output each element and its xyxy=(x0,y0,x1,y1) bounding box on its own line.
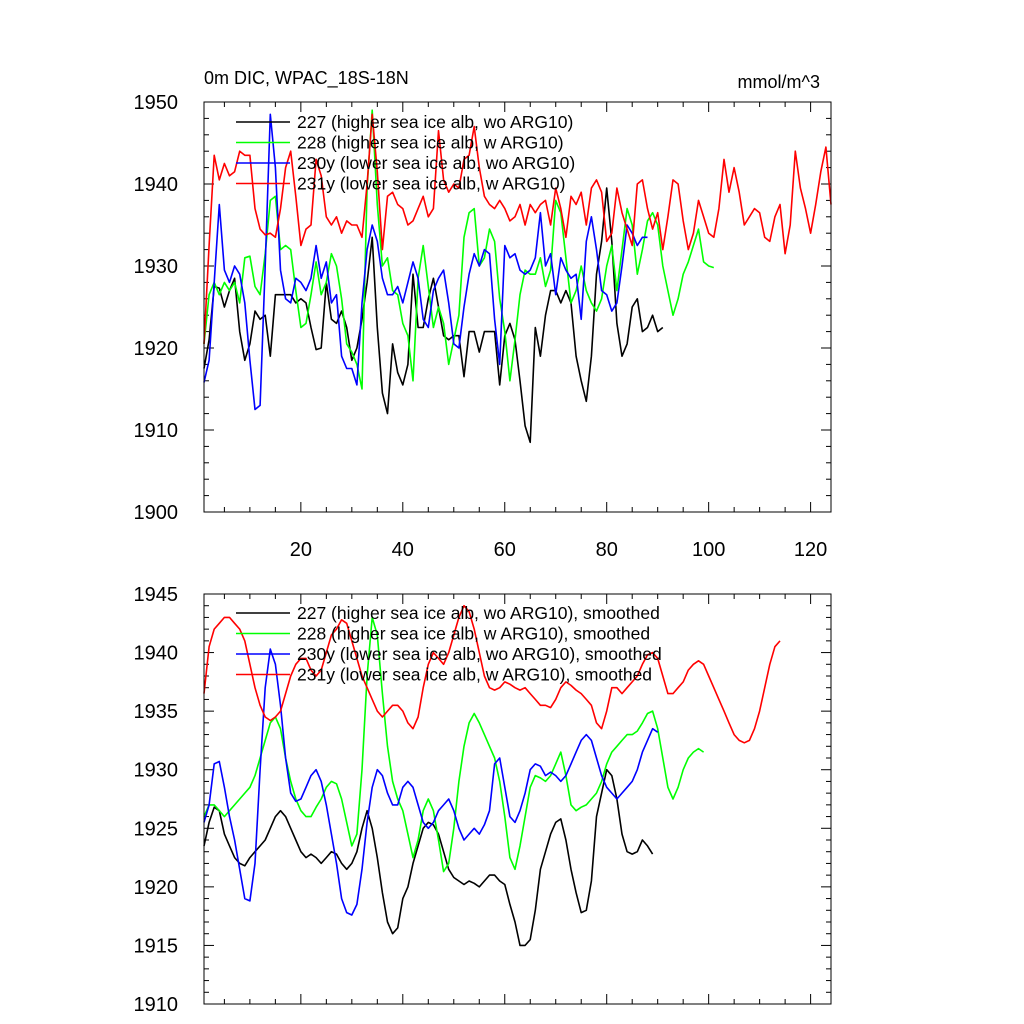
series-line-1 xyxy=(203,109,715,390)
y-tick-label: 1910 xyxy=(134,420,179,442)
y-tick-label: 1920 xyxy=(134,338,179,360)
y-tick-label: 1930 xyxy=(134,760,179,782)
y-tick-label: 1940 xyxy=(134,174,179,196)
series-line-2 xyxy=(203,648,659,916)
legend-label: 230y (lower sea ice alb, wo ARG10), smoo… xyxy=(297,644,662,664)
top-axes: 1900 1910 1920 1930 1940 1950 20 40 60 80 100 120 xyxy=(134,92,831,561)
y-tick-label: 1940 xyxy=(134,643,179,665)
y-tick-label: 1900 xyxy=(134,502,179,524)
y-tick-label: 1950 xyxy=(134,92,179,114)
y-tick-label: 1945 xyxy=(134,584,179,606)
legend-label: 228 (higher sea ice alb, w ARG10), smoot… xyxy=(297,624,650,644)
series-line-3 xyxy=(203,604,781,744)
legend-label: 227 (higher sea ice alb, wo ARG10) xyxy=(297,112,573,132)
chart-title: 0m DIC, WPAC_18S-18N xyxy=(204,68,409,89)
series-line-0 xyxy=(203,187,664,444)
x-tick-label: 20 xyxy=(290,539,312,561)
bottom-legend: 227 (higher sea ice alb, wo ARG10), smoo… xyxy=(236,603,662,685)
legend-label: 231y (lower sea ice alb, w ARG10) xyxy=(297,174,565,194)
top-legend: 227 (higher sea ice alb, wo ARG10)228 (h… xyxy=(236,112,575,194)
series-line-3 xyxy=(203,113,832,344)
x-tick-label: 60 xyxy=(494,539,516,561)
units-label: mmol/m^3 xyxy=(738,72,820,92)
top-plot-frame xyxy=(203,101,832,513)
legend-label: 231y (lower sea ice alb, w ARG10), smoot… xyxy=(297,665,652,685)
top-panel: 0m DIC, WPAC_18S-18N mmol/m^3 1900191019… xyxy=(134,68,832,561)
legend-label: 230y (lower sea ice alb, wo ARG10) xyxy=(297,153,575,173)
x-tick-label: 120 xyxy=(794,539,827,561)
bottom-axes: 1910 1915 1920 1925 1930 1935 1940 1945 xyxy=(134,584,831,1016)
x-tick-label: 80 xyxy=(596,539,618,561)
series-line-0 xyxy=(203,768,654,947)
bottom-plot-frame xyxy=(203,593,832,1005)
bottom-panel: 1910 1915 1920 1925 1930 1935 1940 1945 227 (hi… xyxy=(134,584,832,1016)
x-tick-label: 100 xyxy=(692,539,725,561)
y-tick-label: 1910 xyxy=(134,994,179,1016)
y-tick-label: 1935 xyxy=(134,701,179,723)
y-tick-label: 1925 xyxy=(134,818,179,840)
y-tick-label: 1915 xyxy=(134,935,179,957)
x-tick-label: 40 xyxy=(392,539,414,561)
legend-label: 228 (higher sea ice alb, w ARG10) xyxy=(297,133,564,153)
bottom-series xyxy=(203,604,781,947)
top-series xyxy=(203,109,832,444)
y-tick-label: 1930 xyxy=(134,256,179,278)
y-tick-label: 1920 xyxy=(134,877,179,899)
legend-label: 227 (higher sea ice alb, wo ARG10), smoo… xyxy=(297,603,660,623)
